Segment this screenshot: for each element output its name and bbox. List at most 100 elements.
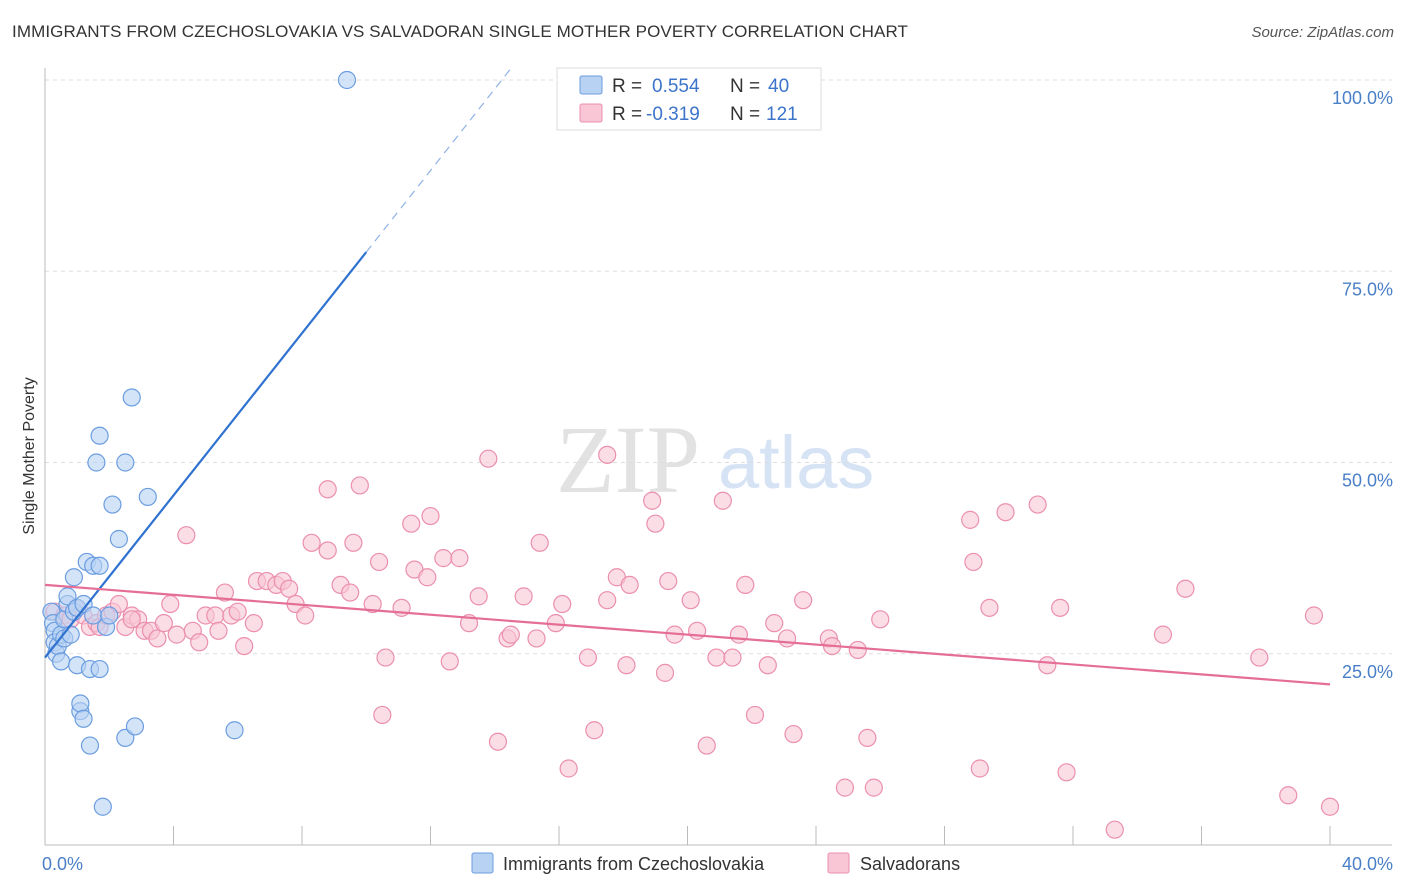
czech-point-27 xyxy=(90,659,109,679)
salvadoran-point-44 xyxy=(350,476,369,495)
salvadoran-point-115 xyxy=(1279,786,1298,805)
salvadoran-point-37 xyxy=(296,606,315,625)
legend-r-value-2: -0.319 xyxy=(646,104,700,125)
salvadoran-point-85 xyxy=(713,491,732,510)
salvadoran-point-70 xyxy=(585,721,604,740)
source-label: Source: ZipAtlas.com xyxy=(1251,24,1394,41)
salvadoran-point-39 xyxy=(318,541,337,560)
salvadoran-point-98 xyxy=(848,640,867,660)
salvadoran-trend-line xyxy=(44,583,1331,686)
salvadoran-point-100 xyxy=(864,778,883,797)
salvadoran-point-53 xyxy=(418,568,437,587)
salvadoran-point-68 xyxy=(559,759,578,778)
salvadoran-point-108 xyxy=(1038,656,1057,675)
legend-swatch-blue xyxy=(579,75,603,95)
legend-swatch-pink xyxy=(579,103,603,123)
czech-point-17 xyxy=(71,694,90,713)
czech-point-14 xyxy=(64,568,84,587)
salvadoran-point-110 xyxy=(1057,763,1076,782)
salvadoran-point-63 xyxy=(514,587,533,606)
czech-point-19 xyxy=(74,709,93,728)
salvadoran-point-86 xyxy=(723,648,742,667)
salvadoran-point-116 xyxy=(1304,606,1324,625)
salvadoran-point-30 xyxy=(244,614,263,633)
y-tick-label-25: 25.0% xyxy=(1342,662,1393,682)
czech-point-26 xyxy=(87,453,106,472)
stats-legend: R = 0.554 N = 40 R = -0.319 N = 121 xyxy=(556,67,822,131)
salvadoran-point-48 xyxy=(373,705,392,725)
y-tick-labels: 25.0% 50.0% 75.0% 100.0% xyxy=(1332,88,1393,682)
salvadoran-point-47 xyxy=(376,648,395,667)
salvadoran-point-102 xyxy=(961,510,980,529)
salvadoran-point-78 xyxy=(659,571,678,591)
salvadoran-point-104 xyxy=(970,759,989,778)
salvadoran-point-40 xyxy=(318,480,337,499)
salvadoran-point-117 xyxy=(1320,797,1340,816)
salvadoran-point-92 xyxy=(777,629,797,648)
salvadoran-point-20 xyxy=(177,526,196,545)
salvadoran-point-22 xyxy=(190,633,209,652)
salvadoran-point-35 xyxy=(280,579,299,598)
salvadoran-point-28 xyxy=(228,602,247,621)
salvadoran-point-81 xyxy=(681,591,700,610)
salvadoran-point-43 xyxy=(344,533,363,552)
czechoslovakia-points xyxy=(42,70,357,816)
x-tick-labels: 0.0% 40.0% xyxy=(42,854,1393,874)
salvadoran-point-90 xyxy=(758,656,777,675)
watermark-zip: ZIP xyxy=(556,406,700,513)
czech-point-33 xyxy=(103,495,122,514)
salvadoran-point-101 xyxy=(871,610,890,629)
salvadoran-point-113 xyxy=(1105,820,1124,839)
salvadoran-point-59 xyxy=(479,449,498,468)
salvadoran-point-88 xyxy=(736,575,755,595)
salvadoran-point-65 xyxy=(530,533,549,552)
salvadoran-point-67 xyxy=(553,594,572,614)
y-tick-label-100: 100.0% xyxy=(1332,88,1393,108)
salvadoran-point-55 xyxy=(440,652,459,671)
salvadoran-point-75 xyxy=(620,575,639,595)
czech-point-35 xyxy=(116,453,135,472)
bottom-legend-label-2: Salvadorans xyxy=(860,854,960,874)
y-axis-label: Single Mother Poverty xyxy=(21,377,38,534)
salvadoran-point-114 xyxy=(1250,648,1269,667)
trend-lines xyxy=(44,68,1331,686)
salvadoran-point-106 xyxy=(996,503,1015,522)
salvadoran-point-58 xyxy=(469,587,488,606)
czech-point-30 xyxy=(90,426,109,445)
czech-point-40 xyxy=(225,721,244,740)
salvadoran-point-103 xyxy=(964,552,983,572)
salvadoran-point-69 xyxy=(578,648,598,667)
bottom-legend-swatch-blue xyxy=(471,852,494,874)
legend-n-label-2: N = xyxy=(730,104,760,125)
salvadoran-point-77 xyxy=(646,514,665,533)
salvadoran-point-60 xyxy=(488,732,508,751)
salvadoran-point-105 xyxy=(980,598,999,617)
salvadoran-point-71 xyxy=(598,445,617,464)
czech-point-39 xyxy=(138,487,157,507)
salvadoran-point-42 xyxy=(341,583,360,602)
salvadoran-point-38 xyxy=(302,533,321,552)
salvadoran-point-112 xyxy=(1176,579,1195,598)
salvadoran-point-64 xyxy=(527,629,546,648)
series-legend: Immigrants from Czechoslovakia Salvadora… xyxy=(471,852,960,874)
salvadoran-point-25 xyxy=(209,621,228,640)
salvadoran-point-76 xyxy=(643,491,662,510)
salvadorans-points xyxy=(45,445,1340,839)
legend-n-value-1: 40 xyxy=(768,76,789,97)
czech-point-41 xyxy=(337,70,357,90)
salvadoran-point-24 xyxy=(206,606,225,625)
legend-r-label-2: R = xyxy=(612,104,642,125)
czech-trend-extension xyxy=(365,68,512,253)
x-tick-label-40: 40.0% xyxy=(1342,854,1393,874)
salvadoran-point-19 xyxy=(167,625,186,644)
salvadoran-point-52 xyxy=(421,506,440,526)
salvadoran-point-107 xyxy=(1028,495,1047,514)
salvadoran-point-72 xyxy=(598,591,617,610)
y-tick-label-75: 75.0% xyxy=(1342,279,1393,299)
czech-point-28 xyxy=(90,556,109,575)
salvadoran-point-17 xyxy=(154,614,173,633)
czech-point-7 xyxy=(51,652,71,671)
czech-point-34 xyxy=(109,529,128,549)
legend-r-value-1: 0.554 xyxy=(652,76,700,97)
